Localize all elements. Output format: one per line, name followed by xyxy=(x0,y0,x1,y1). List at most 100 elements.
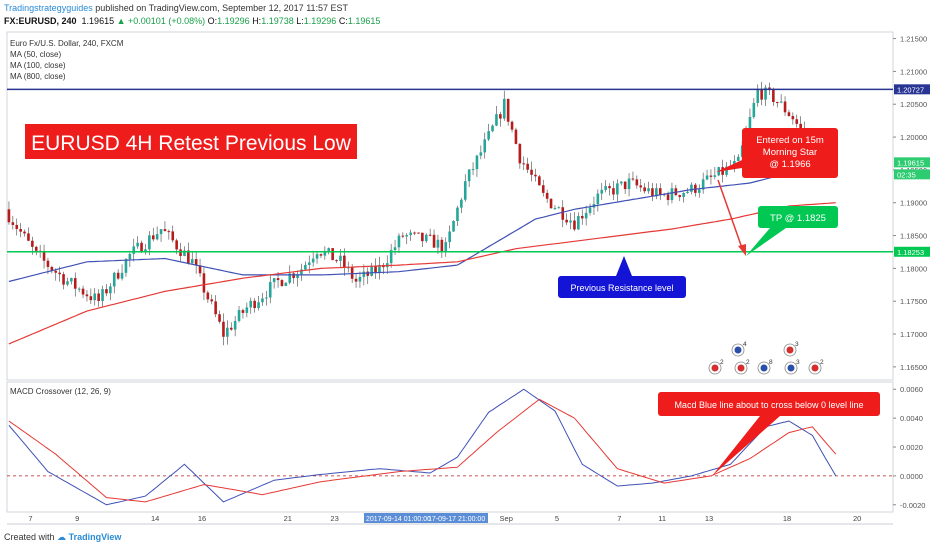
macd-callout xyxy=(658,392,880,416)
tp-callout xyxy=(758,206,838,228)
candle-body xyxy=(296,274,299,279)
price-change: ▲ +0.00101 (+0.08%) xyxy=(116,16,206,26)
candle-body xyxy=(600,189,604,194)
macd-callout-text: Macd Blue line about to cross below 0 le… xyxy=(674,400,863,410)
candle-body xyxy=(619,181,623,184)
candle-body xyxy=(167,231,171,233)
event-flag-dot xyxy=(734,346,742,354)
price-axis-label: 1.19000 xyxy=(900,199,927,208)
candle-body xyxy=(623,181,627,190)
event-flag-dot xyxy=(787,364,795,372)
candle-body xyxy=(62,274,65,285)
tp-callout-text: TP @ 1.1825 xyxy=(770,213,826,224)
candle-body xyxy=(276,278,280,281)
candle-body xyxy=(73,278,77,289)
time-range-end: 17-09-17 21:00:00 xyxy=(428,516,485,523)
candle-body xyxy=(397,235,401,248)
candle-body xyxy=(736,156,740,162)
price-axis-label: 1.21500 xyxy=(900,35,927,44)
candle-body xyxy=(46,260,50,267)
candle-body xyxy=(495,114,498,126)
candle-body xyxy=(499,114,502,119)
candle-body xyxy=(70,278,73,282)
candle-body xyxy=(292,273,295,279)
candle-body xyxy=(799,123,802,129)
macd-callout-pointer xyxy=(712,416,780,476)
event-badge-count: 3 xyxy=(795,341,799,348)
entry-callout-pointer xyxy=(716,160,742,172)
price-axis-label: 1.21000 xyxy=(900,67,927,76)
price-axis-label: 1.20500 xyxy=(900,100,927,109)
time-axis-label: 5 xyxy=(555,514,559,523)
author-link[interactable]: Tradingstrategyguides xyxy=(4,3,93,13)
candle-body xyxy=(479,152,483,156)
title-banner-text: EURUSD 4H Retest Previous Low xyxy=(31,132,352,155)
candle-body xyxy=(93,293,97,301)
candle-body xyxy=(374,265,377,273)
candle-body xyxy=(448,231,451,243)
support-price-label: 1.18253 xyxy=(897,248,924,257)
candle-body xyxy=(202,273,206,293)
footer: Created with ☁ TradingView xyxy=(4,532,121,543)
ma50-line xyxy=(8,166,836,283)
candle-body xyxy=(584,212,588,219)
candle-body xyxy=(15,224,19,229)
candle-body xyxy=(85,294,89,297)
candle-body xyxy=(662,194,666,196)
candle-body xyxy=(561,207,565,220)
time-axis-label: 20 xyxy=(853,514,861,523)
candle-body xyxy=(409,232,412,236)
tradingview-brand[interactable]: TradingView xyxy=(68,532,122,542)
event-badge-count: 3 xyxy=(796,359,800,366)
candle-body xyxy=(42,252,46,261)
candle-body xyxy=(475,155,479,170)
candle-body xyxy=(284,282,288,287)
candle-body xyxy=(237,310,241,321)
last-price: 1.19615 xyxy=(81,16,115,26)
time-range-start: 2017-09-14 01:00:00 xyxy=(366,516,431,523)
candle-body xyxy=(19,228,22,232)
time-range-highlight xyxy=(364,513,488,523)
resistance-price-label: 1.20727 xyxy=(897,85,924,94)
candle-body xyxy=(198,265,202,274)
candle-body xyxy=(34,246,38,251)
candle-body xyxy=(346,267,350,269)
candle-body xyxy=(128,253,132,260)
ma100-line xyxy=(8,202,836,345)
candle-body xyxy=(471,169,475,171)
macd-axis-label: 0.0020 xyxy=(900,443,923,452)
time-axis-label: 14 xyxy=(151,514,159,523)
price-pane xyxy=(6,31,894,381)
candle-body xyxy=(190,259,194,264)
candle-body xyxy=(194,259,198,266)
candle-body xyxy=(721,167,724,175)
candle-body xyxy=(553,208,557,210)
candle-body xyxy=(233,320,237,330)
candle-body xyxy=(506,98,510,122)
candle-body xyxy=(370,265,373,276)
candle-body xyxy=(639,185,643,188)
ohlc-high: 1.19738 xyxy=(261,16,294,26)
candle-body xyxy=(23,231,26,234)
candle-body xyxy=(557,207,561,209)
candle-body xyxy=(670,188,674,201)
candle-body xyxy=(783,101,787,113)
candle-body xyxy=(569,220,572,223)
entry-callout-text: @ 1.1966 xyxy=(769,159,810,170)
candle-body xyxy=(467,169,471,182)
candle-body xyxy=(358,276,362,282)
chart-legend-item: Euro Fx/U.S. Dollar, 240, FXCM xyxy=(10,39,124,48)
bar-countdown-label: 02:35 xyxy=(897,170,916,179)
macd-title: MACD Crossover (12, 26, 9) xyxy=(10,387,111,396)
candle-body xyxy=(50,266,54,271)
candle-body xyxy=(460,199,463,208)
candle-body xyxy=(210,299,214,302)
target-arrowhead xyxy=(738,244,746,256)
macd-axis-label: 0.0060 xyxy=(900,385,923,394)
candle-body xyxy=(580,215,584,219)
candle-body xyxy=(491,125,494,132)
candle-body xyxy=(588,207,592,213)
candle-body xyxy=(288,273,292,283)
time-axis-label: 13 xyxy=(705,514,713,523)
